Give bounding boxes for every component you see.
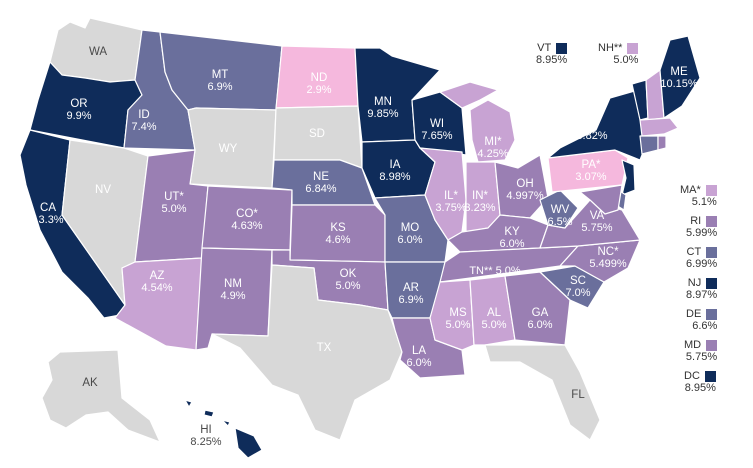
state-ct[interactable]	[639, 135, 659, 155]
label-me: ME 10.15%	[660, 66, 698, 90]
label-mi: MI* 4.25%	[477, 136, 509, 160]
label-ut: UT* 5.0%	[161, 191, 187, 215]
legend-vt: VT 8.95%	[536, 42, 568, 66]
label-ak: AK	[82, 377, 98, 389]
swatch-ri	[706, 215, 718, 227]
label-sd: SD	[309, 128, 325, 140]
label-ar: AR 6.9%	[398, 282, 424, 306]
state-mi[interactable]	[469, 99, 516, 163]
label-nc: NC* 5.499%	[589, 246, 627, 270]
label-wv: WV 6.5%	[547, 204, 573, 228]
swatch-nj	[706, 277, 718, 289]
state-ri[interactable]	[657, 135, 667, 151]
label-wa: WA	[88, 46, 108, 58]
state-me[interactable]	[659, 35, 701, 119]
state-ga[interactable]	[504, 271, 571, 346]
legend-md: MD 5.75%	[684, 339, 718, 363]
label-ia: IA 8.98%	[379, 159, 411, 183]
label-fl: FL	[571, 389, 585, 401]
label-hi: HI 8.25%	[190, 424, 222, 448]
legend-ri: RI 5.99%	[686, 215, 718, 239]
swatch-ct	[706, 246, 718, 258]
label-nd: ND 2.9%	[306, 72, 332, 96]
label-ga: GA 6.0%	[527, 307, 553, 331]
label-nv: NV	[95, 184, 111, 196]
label-wi: WI 7.65%	[421, 118, 453, 142]
label-or: OR 9.9%	[66, 98, 92, 122]
label-ky: KY 6.0%	[499, 226, 525, 250]
state-al[interactable]	[469, 275, 516, 346]
swatch-md	[706, 339, 718, 351]
state-sc[interactable]	[539, 265, 605, 309]
swatch-de	[706, 308, 718, 320]
legend-de: DE 6.6%	[686, 308, 718, 332]
swatch-vt	[556, 42, 568, 54]
label-la: LA 6.0%	[406, 345, 432, 369]
label-az: AZ 4.54%	[141, 270, 173, 294]
label-tn: TN** 5.0%	[469, 265, 521, 277]
label-il: IL* 3.75%	[435, 190, 467, 214]
state-md[interactable]	[579, 184, 623, 215]
label-co: CO* 4.63%	[231, 208, 263, 232]
label-pa: PA* 3.07%	[575, 159, 607, 183]
state-fl[interactable]	[484, 344, 601, 441]
label-tx: TX	[316, 342, 332, 354]
label-oh: OH 4.997%	[506, 178, 544, 202]
label-va: VA 5.75%	[581, 210, 613, 234]
legend-dc: DC 8.95%	[684, 370, 716, 394]
state-mi-up[interactable]	[439, 81, 499, 109]
legend-ct: CT 6.99%	[686, 246, 718, 270]
state-ak[interactable]	[41, 349, 161, 443]
label-ks: KS 4.6%	[325, 222, 351, 246]
swatch-dc	[704, 370, 716, 382]
label-id: ID 7.4%	[131, 109, 157, 133]
state-va[interactable]	[539, 199, 641, 249]
legend-ma: MA* 5.1%	[680, 184, 717, 208]
legend-nh: NH** 5.0%	[598, 42, 639, 66]
label-ne: NE 6.84%	[305, 171, 337, 195]
swatch-ma	[705, 184, 717, 196]
legend-nj: NJ 8.97%	[686, 277, 718, 301]
label-ca: CA 13.3%	[32, 202, 64, 226]
state-tx[interactable]	[211, 264, 403, 441]
label-ny: NY 8.82%	[576, 118, 608, 142]
label-mn: MN 9.85%	[367, 96, 399, 120]
swatch-nh	[627, 42, 639, 54]
label-nm: NM 4.9%	[220, 278, 246, 302]
label-sc: SC 7.0%	[565, 275, 591, 299]
state-ma[interactable]	[639, 117, 679, 137]
label-in: IN* 3.23%	[464, 190, 496, 214]
label-wy: WY	[218, 143, 238, 155]
label-mo: MO 6.0%	[397, 222, 423, 246]
label-mt: MT 6.9%	[207, 69, 233, 93]
label-al: AL 5.0%	[481, 307, 507, 331]
label-ok: OK 5.0%	[335, 268, 361, 292]
state-nj[interactable]	[621, 159, 636, 196]
state-hi[interactable]	[184, 399, 263, 459]
label-ms: MS 5.0%	[445, 307, 471, 331]
